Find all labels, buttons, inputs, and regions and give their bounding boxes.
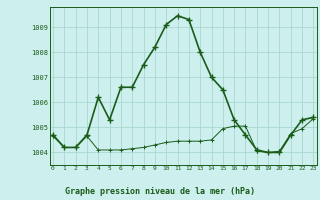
Text: Graphe pression niveau de la mer (hPa): Graphe pression niveau de la mer (hPa) [65,187,255,196]
